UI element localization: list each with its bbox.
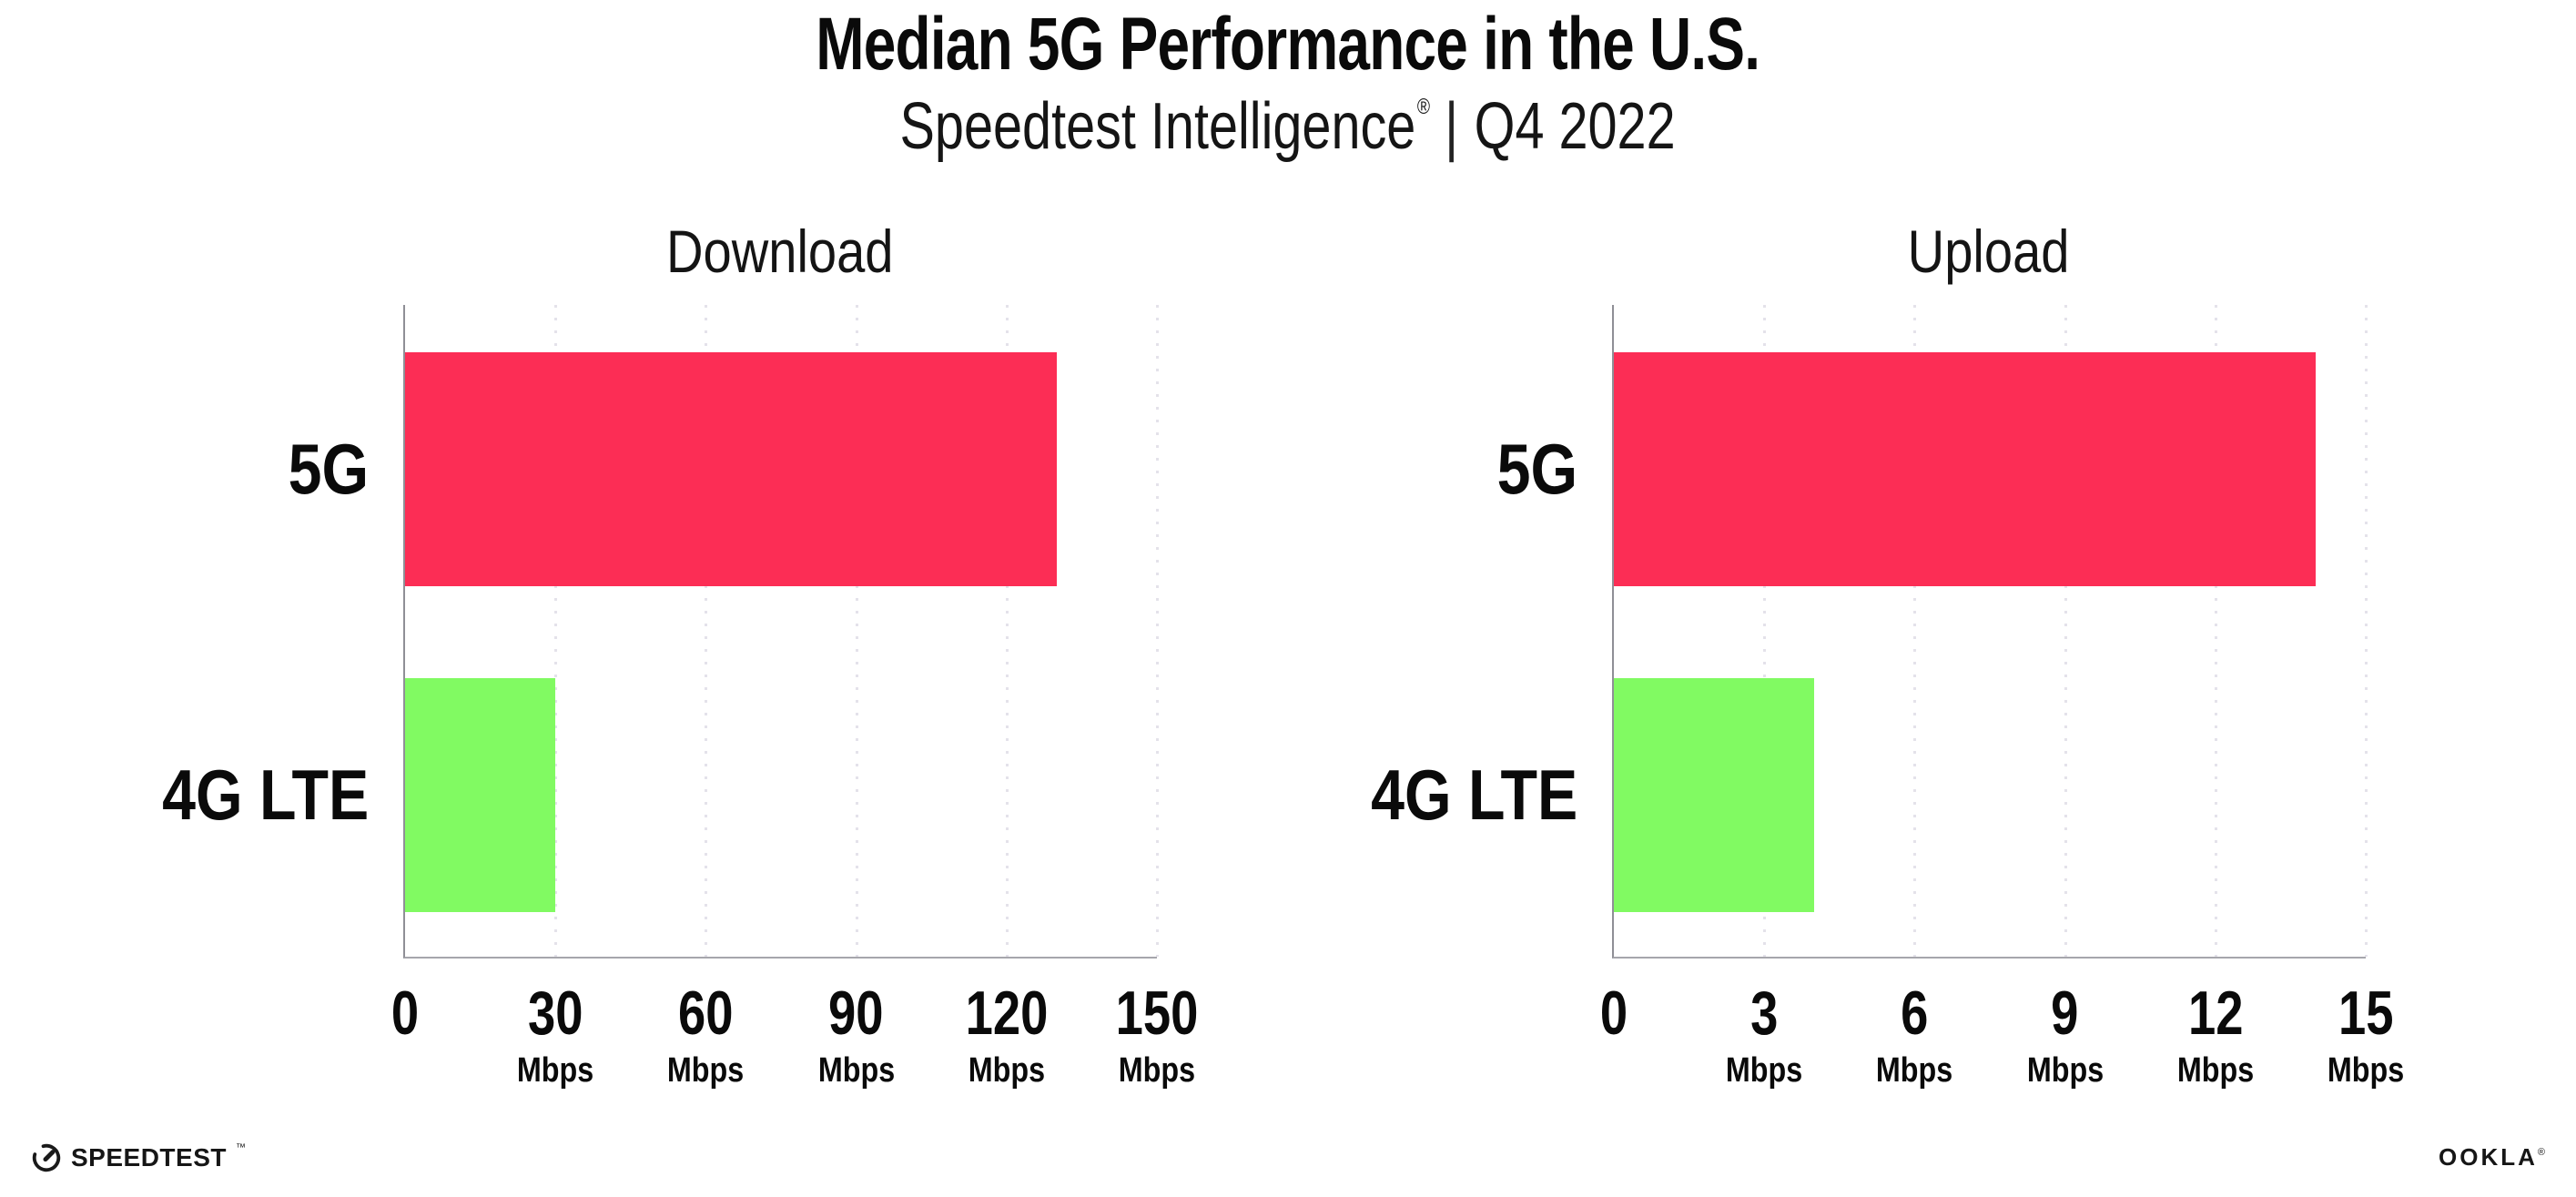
gridline-12 (2214, 305, 2217, 957)
category-label-4g-lte: 4G LTE (126, 759, 369, 830)
tick-value: 150 (1115, 979, 1199, 1048)
subtitle-period: Q4 2022 (1475, 90, 1677, 163)
tick-unit: Mbps (667, 1051, 745, 1090)
tick-value: 60 (678, 979, 734, 1048)
tick-value: 90 (828, 979, 884, 1048)
plot-area-download: 0 30 Mbps 60 Mbps 90 Mbps 120 Mbps 150 Mbps 5G 4G LT… (162, 305, 1198, 1088)
category-label-5g: 5G (1483, 433, 1577, 504)
gridline-3 (1763, 305, 1767, 957)
x-axis-tick-0: 0 (1597, 982, 1631, 1044)
tick-unit: Mbps (2176, 1051, 2254, 1090)
x-axis-tick-90: 90 Mbps (811, 982, 901, 1088)
tick-value: 30 (527, 979, 583, 1048)
category-label-4g-lte: 4G LTE (1334, 759, 1577, 830)
speedtest-gauge-icon (32, 1143, 61, 1172)
x-axis-tick-120: 120 Mbps (955, 982, 1058, 1088)
page-subtitle: Speedtest Intelligence® | Q4 2022 (0, 90, 2576, 163)
gridline-90 (855, 305, 858, 957)
bar-5g (1614, 351, 2316, 587)
registered-mark: ® (1417, 95, 1431, 119)
plot-area-upload: 0 3 Mbps 6 Mbps 9 Mbps 12 Mbps 15 Mbps 5G 4G LTE (1371, 305, 2404, 1088)
x-axis-tick-12: 12 Mbps (2170, 982, 2260, 1088)
category-label-text: 5G (1496, 429, 1577, 510)
tick-unit: Mbps (968, 1051, 1045, 1090)
chart-title-upload: Upload (1908, 218, 2070, 285)
ookla-wordmark: OOKLA (2439, 1143, 2538, 1171)
chart-upload: Upload 0 3 Mbps 6 Mbps 9 Mbps 12 Mbps 15 Mbps 5G 4G … (1371, 221, 2404, 1088)
tick-value: 120 (965, 979, 1049, 1048)
tick-value: 9 (2051, 979, 2079, 1048)
x-axis-tick-6: 6 Mbps (1870, 982, 1960, 1088)
tick-unit: Mbps (817, 1051, 895, 1090)
trademark-mark: ™ (235, 1142, 246, 1153)
tick-value: 6 (1901, 979, 1929, 1048)
subtitle-brand: Speedtest Intelligence (899, 90, 1416, 163)
tick-unit: Mbps (1876, 1051, 1953, 1090)
speedtest-wordmark: SPEEDTEST (71, 1143, 227, 1172)
tick-unit: Mbps (2327, 1051, 2405, 1090)
subtitle-separator: | (1445, 90, 1459, 163)
tick-unit: Mbps (1726, 1051, 1803, 1090)
tick-unit: Mbps (1118, 1051, 1196, 1090)
bar-4g-lte (1614, 677, 1815, 913)
x-axis-tick-0: 0 (388, 982, 422, 1044)
gridline-30 (554, 305, 558, 957)
x-axis-tick-3: 3 Mbps (1719, 982, 1810, 1088)
ookla-registered-mark: ® (2537, 1147, 2545, 1158)
tick-value: 15 (2338, 979, 2394, 1048)
chart-title-download: Download (666, 218, 894, 285)
x-axis-tick-15: 15 Mbps (2320, 982, 2410, 1088)
category-label-text: 4G LTE (161, 755, 369, 836)
category-label-text: 5G (288, 429, 369, 510)
bar-4g-lte (405, 677, 556, 913)
gridline-15 (2365, 305, 2368, 957)
bar-5g (405, 351, 1057, 587)
page-title: Median 5G Performance in the U.S. (816, 3, 1761, 86)
category-label-text: 4G LTE (1370, 755, 1577, 836)
x-axis-tick-9: 9 Mbps (2020, 982, 2110, 1088)
gridline-60 (705, 305, 708, 957)
tick-value: 0 (1599, 979, 1628, 1048)
speedtest-logo: SPEEDTEST ™ (31, 1142, 246, 1173)
tick-unit: Mbps (517, 1051, 594, 1090)
ookla-logo: OOKLA® (2439, 1145, 2545, 1170)
tick-value: 3 (1750, 979, 1779, 1048)
x-axis-tick-30: 30 Mbps (511, 982, 601, 1088)
x-axis-tick-60: 60 Mbps (661, 982, 751, 1088)
tick-value: 0 (390, 979, 420, 1048)
gridline-6 (1913, 305, 1917, 957)
tick-unit: Mbps (2026, 1051, 2104, 1090)
x-axis-tick-150: 150 Mbps (1105, 982, 1208, 1088)
category-label-5g: 5G (274, 433, 369, 504)
gridline-120 (1005, 305, 1009, 957)
gridline-150 (1156, 305, 1159, 957)
tick-value: 12 (2187, 979, 2244, 1048)
chart-download: Download 0 30 Mbps 60 Mbps 90 Mbps 120 Mbps 150 Mb… (162, 221, 1199, 1088)
gridline-9 (2064, 305, 2067, 957)
